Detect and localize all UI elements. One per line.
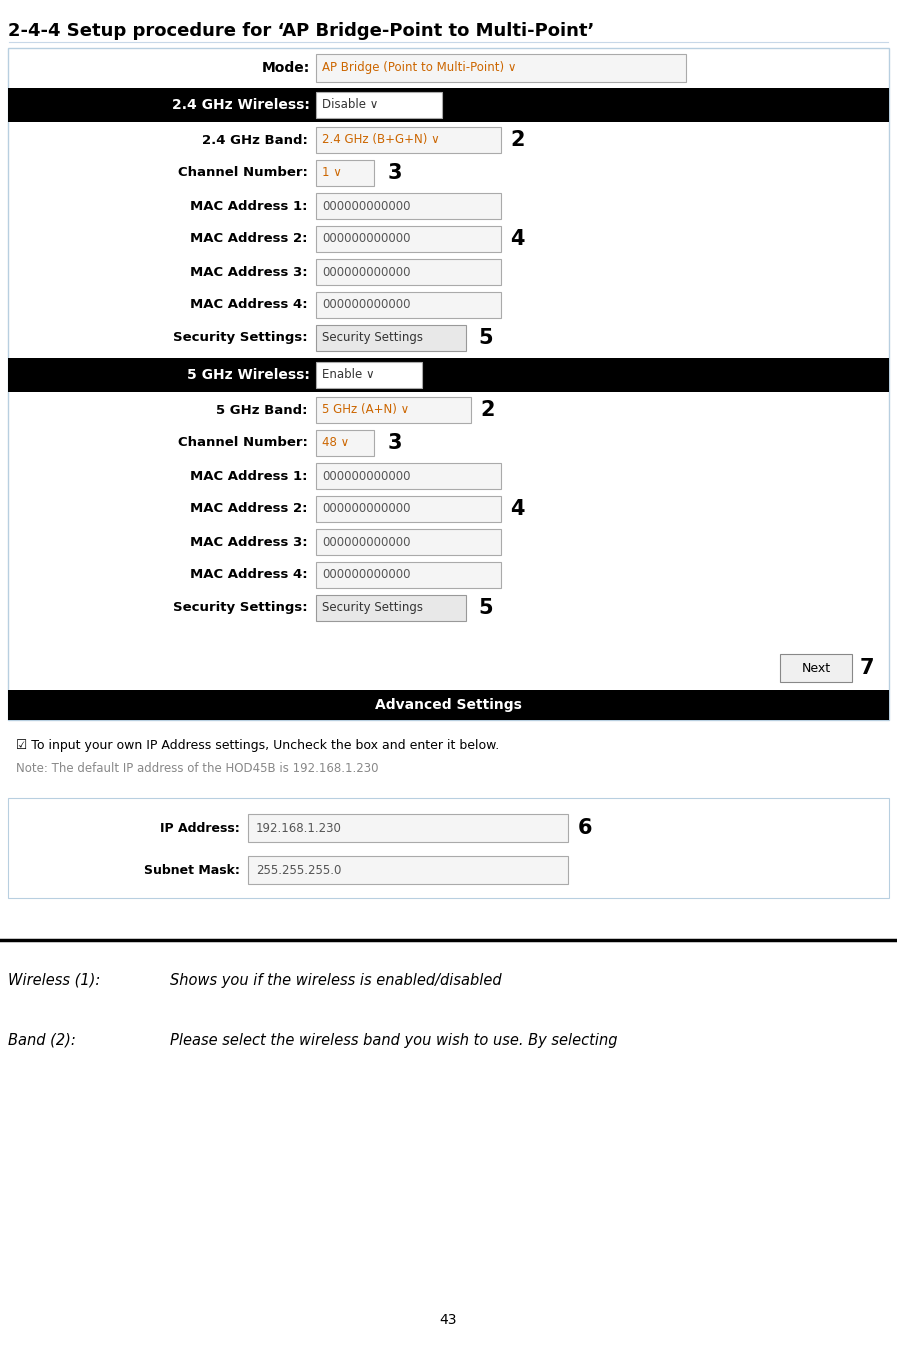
Text: 3: 3 (388, 434, 403, 453)
Text: 2: 2 (480, 400, 494, 420)
Bar (316, 397, 471, 423)
Text: 000000000000: 000000000000 (322, 535, 411, 549)
Text: 2: 2 (510, 130, 525, 150)
Text: 5: 5 (478, 598, 492, 618)
Text: 2.4 GHz Band:: 2.4 GHz Band: (202, 134, 308, 146)
Text: 1 ∨: 1 ∨ (322, 167, 342, 179)
Text: MAC Address 1:: MAC Address 1: (190, 199, 308, 213)
Text: Subnet Mask:: Subnet Mask: (144, 863, 240, 877)
Text: Enable ∨: Enable ∨ (322, 369, 375, 382)
Bar (316, 127, 501, 153)
Text: Please select the wireless band you wish to use. By selecting: Please select the wireless band you wish… (170, 1033, 617, 1047)
Bar (8, 88, 889, 122)
Text: Security Settings:: Security Settings: (173, 602, 308, 615)
Text: 000000000000: 000000000000 (322, 298, 411, 312)
Bar (8, 798, 889, 898)
Text: 000000000000: 000000000000 (322, 569, 411, 581)
Text: Channel Number:: Channel Number: (179, 436, 308, 450)
Text: 4: 4 (510, 499, 525, 519)
Bar (248, 814, 568, 841)
Bar (8, 690, 889, 720)
Text: 000000000000: 000000000000 (322, 503, 411, 515)
Bar (316, 595, 466, 621)
Bar (8, 358, 889, 392)
Bar (316, 291, 501, 318)
Text: 000000000000: 000000000000 (322, 469, 411, 482)
Bar (316, 496, 501, 522)
Text: Band (2):: Band (2): (8, 1033, 75, 1047)
Bar (780, 654, 852, 682)
Text: MAC Address 3:: MAC Address 3: (190, 535, 308, 549)
Bar (248, 856, 568, 883)
Text: Wireless (1):: Wireless (1): (8, 973, 100, 988)
Bar (8, 47, 889, 720)
Text: Shows you if the wireless is enabled/disabled: Shows you if the wireless is enabled/dis… (170, 973, 501, 988)
Bar (316, 54, 686, 83)
Text: 4: 4 (510, 229, 525, 249)
Text: 48 ∨: 48 ∨ (322, 436, 349, 450)
Text: Security Settings: Security Settings (322, 332, 423, 344)
Text: Security Settings: Security Settings (322, 602, 423, 615)
Text: AP Bridge (Point to Multi-Point) ∨: AP Bridge (Point to Multi-Point) ∨ (322, 61, 517, 75)
Bar (316, 362, 422, 388)
Text: IP Address:: IP Address: (161, 821, 240, 835)
Text: 255.255.255.0: 255.255.255.0 (256, 863, 342, 877)
Text: Note: The default IP address of the HOD45B is 192.168.1.230: Note: The default IP address of the HOD4… (16, 762, 379, 775)
Text: 43: 43 (440, 1313, 457, 1327)
Text: 3: 3 (388, 163, 403, 183)
Bar (316, 259, 501, 285)
Text: 7: 7 (860, 659, 875, 678)
Bar (316, 192, 501, 220)
Bar (316, 528, 501, 556)
Bar (316, 562, 501, 588)
Text: Channel Number:: Channel Number: (179, 167, 308, 179)
Text: MAC Address 3:: MAC Address 3: (190, 266, 308, 279)
Text: MAC Address 4:: MAC Address 4: (190, 569, 308, 581)
Text: MAC Address 1:: MAC Address 1: (190, 469, 308, 482)
Text: ☑ To input your own IP Address settings, Uncheck the box and enter it below.: ☑ To input your own IP Address settings,… (16, 740, 500, 752)
Text: 2-4-4 Setup procedure for ‘AP Bridge-Point to Multi-Point’: 2-4-4 Setup procedure for ‘AP Bridge-Poi… (8, 22, 595, 41)
Text: 000000000000: 000000000000 (322, 199, 411, 213)
Text: Mode:: Mode: (262, 61, 310, 75)
Text: 192.168.1.230: 192.168.1.230 (256, 821, 342, 835)
Bar (316, 325, 466, 351)
Bar (316, 160, 374, 186)
Text: Next: Next (801, 661, 831, 675)
Text: 6: 6 (578, 818, 593, 837)
Text: 5: 5 (478, 328, 492, 348)
Text: MAC Address 2:: MAC Address 2: (190, 503, 308, 515)
Text: Disable ∨: Disable ∨ (322, 99, 379, 111)
Text: 2.4 GHz Wireless:: 2.4 GHz Wireless: (172, 98, 310, 112)
Text: MAC Address 2:: MAC Address 2: (190, 233, 308, 245)
Text: 2.4 GHz (B+G+N) ∨: 2.4 GHz (B+G+N) ∨ (322, 134, 440, 146)
Text: MAC Address 4:: MAC Address 4: (190, 298, 308, 312)
Text: 5 GHz Band:: 5 GHz Band: (216, 404, 308, 416)
Bar (316, 463, 501, 489)
Bar (316, 430, 374, 457)
Text: 5 GHz Wireless:: 5 GHz Wireless: (187, 369, 310, 382)
Bar (316, 92, 442, 118)
Text: 000000000000: 000000000000 (322, 233, 411, 245)
Text: Security Settings:: Security Settings: (173, 332, 308, 344)
Bar (316, 226, 501, 252)
Text: Advanced Settings: Advanced Settings (375, 698, 521, 711)
Text: 000000000000: 000000000000 (322, 266, 411, 279)
Text: 5 GHz (A+N) ∨: 5 GHz (A+N) ∨ (322, 404, 409, 416)
